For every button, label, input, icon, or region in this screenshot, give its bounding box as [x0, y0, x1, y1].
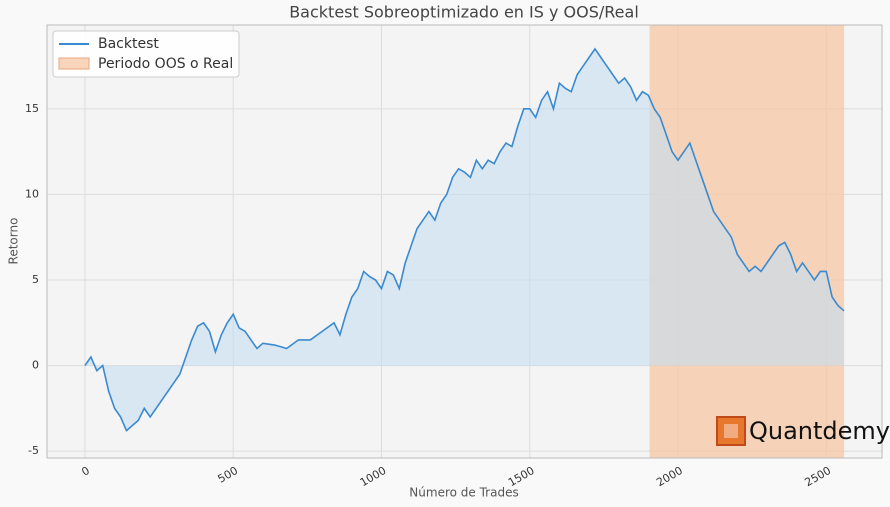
legend-label: Backtest — [98, 36, 159, 52]
x-tick-label: 500 — [216, 464, 241, 486]
legend-box — [52, 30, 240, 78]
x-axis-label: Número de Trades — [409, 486, 518, 500]
y-tick-label: -5 — [28, 444, 39, 457]
x-tick-label: 2000 — [654, 464, 685, 489]
y-tick-label: 5 — [32, 273, 39, 286]
logo-icon — [716, 416, 746, 446]
logo-icon-inner — [724, 424, 738, 438]
legend-swatch — [58, 57, 90, 70]
y-axis-label: Retorno — [7, 218, 21, 265]
x-tick-label: 1500 — [506, 464, 537, 489]
line — [84, 47, 845, 432]
legend-label: Periodo OOS o Real — [98, 56, 233, 72]
y-tick-label: 10 — [25, 187, 39, 200]
area-fill — [84, 48, 845, 431]
chart-title: Backtest Sobreoptimizado en IS y OOS/Rea… — [289, 3, 639, 22]
y-tick-label: 0 — [32, 359, 39, 372]
y-tick-label: 15 — [25, 102, 39, 115]
x-tick-label: 0 — [79, 464, 92, 479]
plot-frame — [46, 24, 883, 459]
watermark: Quantdemy — [749, 417, 890, 445]
x-tick-label: 1000 — [358, 464, 389, 489]
x-tick-label: 2500 — [803, 464, 834, 489]
